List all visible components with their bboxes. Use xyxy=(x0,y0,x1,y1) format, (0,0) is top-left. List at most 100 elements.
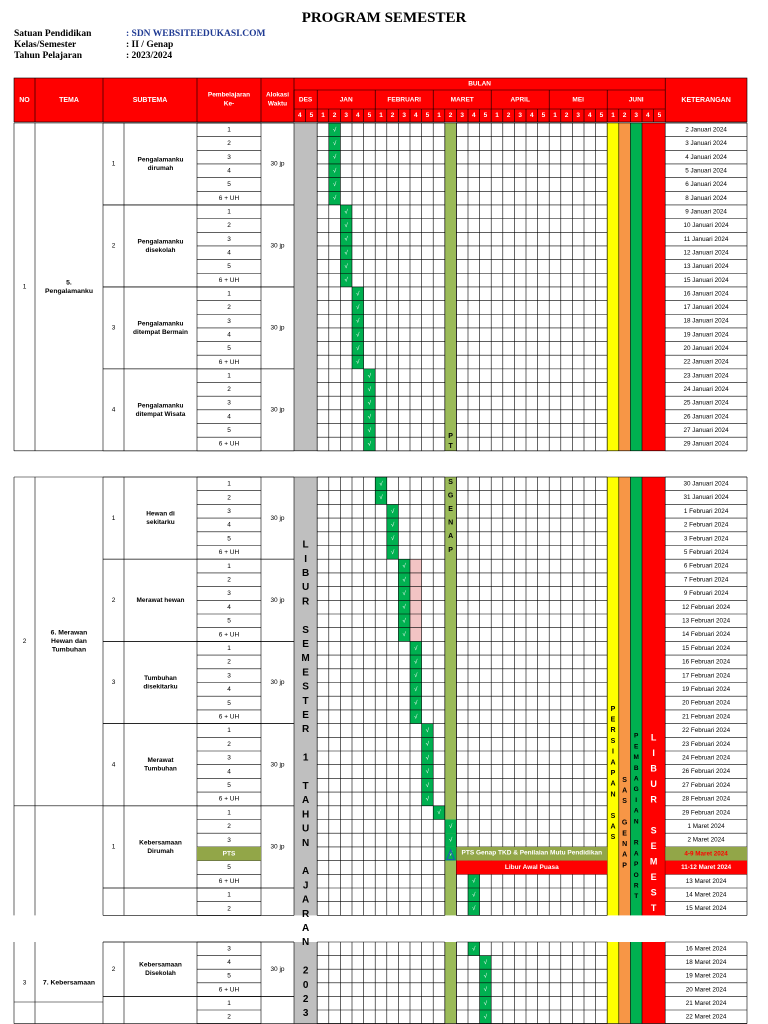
lesson-number: 4 xyxy=(227,768,231,775)
lesson-number: 4 xyxy=(227,331,231,338)
subtheme-number: 1 xyxy=(112,844,116,851)
keterangan-date: 7 Februari 2024 xyxy=(684,576,729,583)
check-cell xyxy=(363,382,376,397)
header-month: MARET xyxy=(451,97,474,104)
libur-semester-label: R xyxy=(650,794,657,804)
check-mark: √ xyxy=(414,700,418,707)
keterangan-date: 11 Januari 2024 xyxy=(684,236,729,243)
lesson-number: 2 xyxy=(227,386,231,393)
keterangan-date: 12 Februari 2024 xyxy=(682,604,730,611)
check-mark: √ xyxy=(403,617,407,624)
libur-semester-1-text: 1 xyxy=(303,753,309,764)
check-cell xyxy=(340,218,352,233)
header-tema: TEMA xyxy=(59,97,79,104)
check-cell xyxy=(444,819,457,834)
lesson-number: 3 xyxy=(227,672,231,679)
check-mark: √ xyxy=(345,277,349,284)
subtheme-name: ditempat Bermain xyxy=(133,329,188,336)
alokasi-waktu: 30 jp xyxy=(270,407,284,414)
alokasi-waktu: 30 jp xyxy=(270,966,284,973)
lesson-number: 5 xyxy=(227,973,231,980)
pts-marker-icon xyxy=(445,848,456,861)
persiapan-sas-label: E xyxy=(611,717,616,724)
subtheme-number: 3 xyxy=(112,679,116,686)
libur-semester-1-text: R xyxy=(302,909,310,920)
pembagian-raport-label: R xyxy=(634,883,639,890)
header-month: APRIL xyxy=(510,97,530,104)
lesson-number: 2 xyxy=(227,140,231,147)
keterangan-date: 26 Januari 2024 xyxy=(684,413,730,420)
pts-banner-text: PTS Genap TKD & Penilaian Mutu Pendidika… xyxy=(462,849,603,856)
header-bulan: BULAN xyxy=(468,81,491,88)
libur-semester-label: T xyxy=(651,903,657,913)
header-week: 1 xyxy=(553,112,557,119)
check-mark: √ xyxy=(484,986,488,993)
libur-semester-label: R xyxy=(650,934,657,944)
subtheme-name: Dirumah xyxy=(147,848,173,855)
libur-semester-1-text: 3 xyxy=(303,1008,309,1019)
pembagian-raport-label: P xyxy=(634,733,639,740)
sas-genap-label: S xyxy=(622,798,627,805)
lesson-number: 3 xyxy=(227,837,231,844)
check-cell xyxy=(421,792,434,806)
check-cell xyxy=(479,1010,492,1024)
libur-date-cell xyxy=(665,860,747,875)
check-mark: √ xyxy=(345,263,349,270)
check-cell xyxy=(352,327,364,342)
check-cell xyxy=(468,888,480,902)
keterangan-date: 19 Maret 2024 xyxy=(686,973,727,980)
check-mark: √ xyxy=(391,549,395,556)
check-cell xyxy=(468,874,480,888)
libur-semester-1-text: U xyxy=(302,824,309,835)
check-mark: √ xyxy=(449,850,453,857)
check-mark: √ xyxy=(426,727,430,734)
check-mark: √ xyxy=(472,878,476,885)
lesson-number: 1 xyxy=(227,892,231,899)
check-mark: √ xyxy=(449,837,453,844)
lesson-number: 1 xyxy=(227,481,231,488)
keterangan-date: 6 Januari 2024 xyxy=(685,181,727,188)
header-month: JAN xyxy=(340,97,353,104)
alokasi-waktu: 30 jp xyxy=(270,515,284,522)
libur-semester-1-text: M xyxy=(301,653,309,664)
header-week: 4 xyxy=(588,112,592,119)
lesson-number: 5 xyxy=(227,427,231,434)
check-mark: √ xyxy=(426,796,430,803)
theme-number: 2 xyxy=(23,638,27,645)
libur-semester-1-text: N xyxy=(302,937,309,948)
lesson-number: 5 xyxy=(227,700,231,707)
keterangan-date: 20 Maret 2024 xyxy=(686,986,727,993)
header-week: 4 xyxy=(472,112,476,119)
keterangan-date: 3 Januari 2024 xyxy=(685,140,727,147)
header-week: 5 xyxy=(484,112,488,119)
check-mark: √ xyxy=(345,236,349,243)
check-cell xyxy=(398,586,410,601)
check-mark: √ xyxy=(368,441,372,448)
header-no: NO xyxy=(19,97,30,104)
lesson-number: 5 xyxy=(227,345,231,352)
keterangan-date: 1 Februari 2024 xyxy=(684,508,729,515)
theme-name: Hewan dan xyxy=(51,638,87,645)
header-week: 4 xyxy=(356,112,360,119)
alokasi-waktu: 30 jp xyxy=(270,679,284,686)
keterangan-date: 21 Maret 2024 xyxy=(686,1000,727,1007)
header-week: 3 xyxy=(402,112,406,119)
libur-semester-1-text: S xyxy=(302,682,309,693)
check-mark: √ xyxy=(414,659,418,666)
check-cell xyxy=(444,833,457,847)
check-cell xyxy=(386,518,399,532)
check-mark: √ xyxy=(333,154,337,161)
header-week: 2 xyxy=(507,112,511,119)
persiapan-sas-label: S xyxy=(611,813,616,820)
alokasi-waktu: 30 jp xyxy=(270,243,284,250)
header-week: 5 xyxy=(368,112,372,119)
check-mark: √ xyxy=(368,372,372,379)
check-cell xyxy=(328,150,341,164)
check-mark: √ xyxy=(333,140,337,147)
check-cell xyxy=(340,259,352,274)
keterangan-date: 15 Februari 2024 xyxy=(682,645,730,652)
check-cell xyxy=(363,423,376,438)
s-genap-label: A xyxy=(448,533,453,540)
libur-semester-1-text: T xyxy=(303,781,309,792)
lesson-number: 3 xyxy=(227,154,231,161)
